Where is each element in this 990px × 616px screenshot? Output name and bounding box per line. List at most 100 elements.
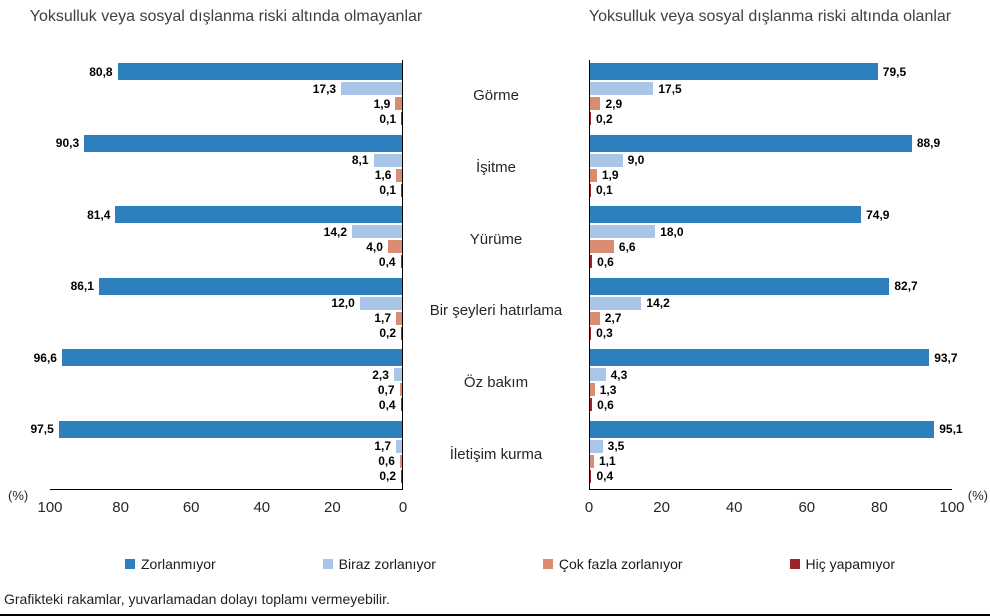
- bar-row: 0,1: [50, 183, 402, 197]
- right-chart-title: Yoksulluk veya sosyal dışlanma riski alt…: [588, 8, 952, 25]
- bar-row: 3,5: [590, 439, 952, 453]
- bar-segment-hiç-yapamıyor: [590, 255, 593, 268]
- bar-row: 9,0: [590, 153, 952, 167]
- bar-row: 2,3: [50, 368, 402, 382]
- bar-segment-zorlanmıyor: [590, 277, 890, 295]
- bar-value-label: 17,5: [658, 81, 682, 96]
- bar-segment-çok-fazla-zorlanıyor: [590, 454, 594, 468]
- bar-row: 0,7: [50, 383, 402, 397]
- bar-value-label: 0,6: [378, 454, 395, 468]
- bar-row: 95,1: [590, 420, 963, 438]
- plot-not-at-risk: 80,8 17,3 1,9 0,1 90,3 8,1 1,6 0,1 81,4 14,2 4,0 0,…: [30, 60, 403, 490]
- axis-tick-label: 80: [112, 499, 129, 516]
- bar-segment-biraz-zorlanıyor: [590, 368, 606, 381]
- bar-value-label: 0,1: [379, 111, 396, 126]
- bar-value-label: 2,7: [604, 311, 622, 325]
- bar-segment-zorlanmıyor: [590, 206, 862, 223]
- bar-value-label: 2,9: [605, 96, 623, 111]
- legend-label: Biraz zorlanıyor: [338, 556, 436, 572]
- bar-row: 1,9: [590, 168, 952, 182]
- category-labels: Görme İşitme Yürüme Bir şeyleri hatırlama Öz…: [403, 60, 589, 490]
- bar-segment-biraz-zorlanıyor: [396, 439, 402, 453]
- bar-value-label: 4,0: [366, 239, 383, 254]
- axis-tick-label: 100: [939, 499, 965, 516]
- right-percent-label: (%): [967, 488, 988, 503]
- bar-segment-çok-fazla-zorlanıyor: [396, 168, 402, 182]
- bar-value-label: 0,4: [378, 397, 396, 412]
- axis-tick-label: 20: [653, 499, 670, 516]
- bar-value-label: 6,6: [618, 239, 636, 254]
- bar-segment-zorlanmıyor: [58, 420, 402, 438]
- bar-value-label: 1,6: [374, 168, 392, 182]
- bar-segment-çok-fazla-zorlanıyor: [590, 168, 597, 182]
- bar-group-at-risk-2: 74,9 18,0 6,6 0,6: [590, 203, 952, 275]
- bar-segment-hiç-yapamıyor: [590, 183, 591, 197]
- bar-row: 18,0: [590, 224, 952, 239]
- bar-row: 4,3: [590, 368, 952, 382]
- axis-tick-label: 100: [37, 499, 63, 516]
- legend: Zorlanmıyor Biraz zorlanıyor Çok fazla zor…: [125, 554, 895, 574]
- bar-segment-biraz-zorlanıyor: [590, 439, 603, 453]
- legend-swatch: [322, 559, 333, 569]
- bar-segment-hiç-yapamıyor: [401, 183, 402, 197]
- bar-group-at-risk-5: 95,1 3,5 1,1 0,4: [590, 418, 963, 490]
- legend-item: Çok fazla zorlanıyor: [542, 556, 683, 572]
- bar-row: 4,0: [50, 239, 402, 254]
- bar-row: 88,9: [590, 134, 952, 152]
- bar-row: 0,4: [50, 397, 402, 412]
- left-chart-title: Yoksulluk veya sosyal dışlanma riski alt…: [29, 8, 423, 25]
- bar-value-label: 93,7: [934, 350, 958, 365]
- bar-row: 2,7: [590, 311, 952, 325]
- bar-segment-hiç-yapamıyor: [590, 469, 592, 483]
- bottom-divider: [0, 614, 990, 616]
- bar-group-not-at-risk-4: 96,6 2,3 0,7 0,4: [34, 346, 402, 418]
- axis-tick-label: 0: [398, 499, 408, 516]
- bar-value-label: 79,5: [882, 64, 907, 79]
- bar-row: 0,1: [50, 111, 402, 126]
- bar-row: 82,7: [590, 277, 952, 295]
- bar-segment-çok-fazla-zorlanıyor: [590, 311, 600, 325]
- bar-value-label: 88,9: [916, 136, 941, 150]
- bar-segment-biraz-zorlanıyor: [341, 82, 402, 95]
- bar-segment-zorlanmıyor: [590, 63, 878, 80]
- plot-at-risk: 79,5 17,5 2,9 0,2 88,9 9,0 1,9 0,1 74,9 18,0 6,6 0,…: [589, 60, 963, 490]
- bar-segment-hiç-yapamıyor: [400, 398, 402, 411]
- bar-row: 12,0: [50, 296, 402, 310]
- bar-segment-biraz-zorlanıyor: [373, 153, 402, 167]
- footnote: Grafikteki rakamlar, yuvarlamadan dolayı…: [4, 591, 390, 607]
- bar-segment-zorlanmıyor: [590, 134, 912, 152]
- bar-row: 0,2: [590, 112, 952, 126]
- bar-value-label: 0,2: [379, 326, 396, 340]
- bar-segment-zorlanmıyor: [98, 277, 402, 295]
- bar-row: 81,4: [50, 206, 402, 223]
- category-label: Bir şeyleri hatırlama: [429, 302, 563, 320]
- bar-value-label: 96,6: [33, 350, 57, 365]
- axis-tick-label: 40: [253, 499, 271, 516]
- bar-group-not-at-risk-3: 86,1 12,0 1,7 0,2: [50, 275, 402, 347]
- legend-label: Zorlanmıyor: [141, 556, 216, 572]
- axis-tick-label: 60: [798, 499, 816, 516]
- bar-segment-çok-fazla-zorlanıyor: [399, 454, 402, 468]
- bar-segment-çok-fazla-zorlanıyor: [590, 383, 595, 396]
- bar-row: 0,6: [590, 255, 952, 269]
- category-label: Yürüme: [469, 230, 523, 248]
- bar-row: 1,3: [590, 383, 952, 397]
- left-percent-label: (%): [8, 488, 29, 503]
- axis-tick-label: 40: [725, 499, 743, 516]
- bar-segment-biraz-zorlanıyor: [590, 296, 642, 310]
- bar-segment-hiç-yapamıyor: [401, 326, 402, 340]
- bar-value-label: 1,1: [598, 454, 616, 468]
- bar-segment-çok-fazla-zorlanıyor: [590, 240, 614, 253]
- bar-row: 0,6: [50, 454, 402, 468]
- bar-row: 2,9: [590, 96, 952, 111]
- bar-row: 14,2: [590, 296, 952, 310]
- axis-at-risk: 0 20 40 60 80 100: [585, 499, 965, 521]
- bar-value-label: 90,3: [55, 136, 80, 150]
- bar-value-label: 74,9: [866, 207, 890, 222]
- bar-value-label: 95,1: [939, 422, 963, 436]
- bar-value-label: 1,9: [373, 96, 391, 111]
- bar-value-label: 18,0: [660, 224, 684, 239]
- bar-group-not-at-risk-0: 80,8 17,3 1,9 0,1: [50, 60, 402, 132]
- bar-row: 8,1: [50, 153, 402, 167]
- bar-segment-zorlanmıyor: [61, 349, 402, 366]
